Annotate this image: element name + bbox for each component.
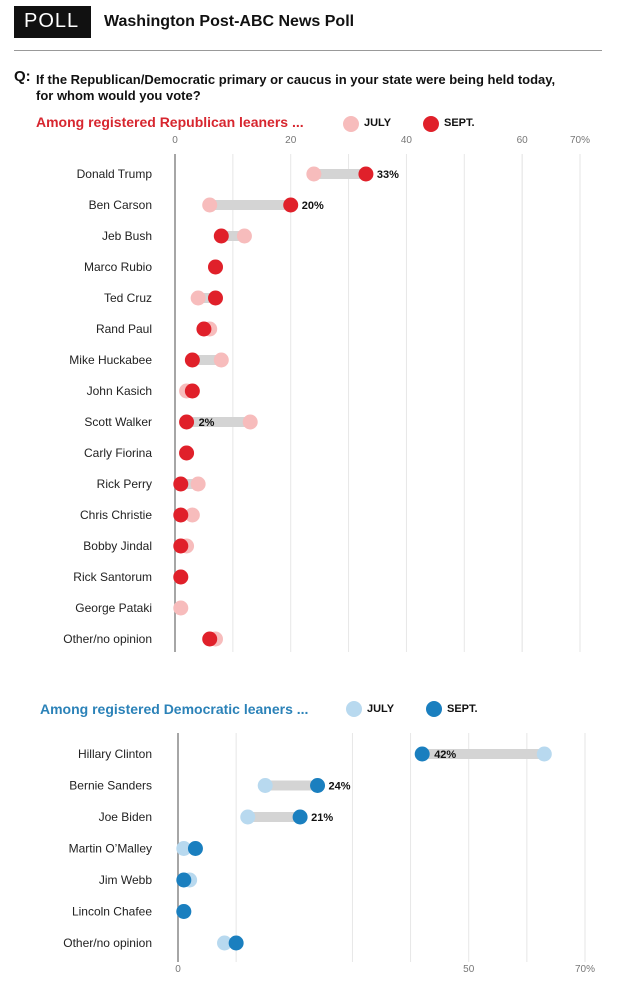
dem-july-dot <box>536 746 552 762</box>
rep-row-label: Rick Perry <box>97 477 152 491</box>
dem-row-label: Jim Webb <box>99 873 152 887</box>
dem-sept-dot <box>414 746 430 762</box>
rep-row-label: Marco Rubio <box>84 260 152 274</box>
rep-tick-label: 40 <box>401 135 413 146</box>
rep-july-dot <box>242 414 258 430</box>
poll-header: POLL Washington Post-ABC News Poll <box>14 6 602 46</box>
rep-sept-dot <box>173 476 189 492</box>
header-divider <box>14 50 602 51</box>
dem-row-label: Lincoln Chafee <box>72 905 152 919</box>
dem-sept-dot <box>310 778 326 793</box>
rep-value-label: 33% <box>377 169 399 181</box>
dem-july-dot <box>176 841 192 856</box>
dem-value-label: 42% <box>434 749 456 761</box>
dem-legend-july-dot <box>346 701 362 717</box>
rep-sept-dot <box>179 445 195 461</box>
dem-sept-dot <box>176 904 192 919</box>
rep-july-dot <box>213 352 229 368</box>
rep-sept-dot <box>184 352 200 368</box>
rep-sept-dot <box>283 197 299 213</box>
dem-row-label: Bernie Sanders <box>69 779 152 793</box>
rep-legend-july-label: JULY <box>364 117 392 129</box>
rep-sept-dot <box>173 507 189 523</box>
dem-july-dot <box>217 935 233 951</box>
dem-sept-dot <box>292 809 308 825</box>
poll-badge: POLL <box>14 6 92 38</box>
rep-row-label: Chris Christie <box>80 508 152 522</box>
dem-legend-sept-label: SEPT. <box>447 703 478 715</box>
rep-sept-dot <box>179 414 195 430</box>
rep-july-dot <box>202 197 218 213</box>
dem-tick-label: 0 <box>175 964 181 975</box>
rep-row-label: Bobby Jindal <box>83 539 152 553</box>
rep-july-dot <box>236 228 252 244</box>
dem-sept-dot <box>176 872 192 888</box>
rep-row-label: Mike Huckabee <box>69 353 152 367</box>
dem-row-label: Hillary Clinton <box>78 747 152 761</box>
dem-sept-dot <box>187 841 203 856</box>
rep-sept-dot <box>184 383 200 399</box>
rep-sept-dot <box>173 569 189 585</box>
dem-legend-july-label: JULY <box>367 703 395 715</box>
poll-title: Washington Post-ABC News Poll <box>104 13 355 30</box>
dem-legend-sept-dot <box>426 701 442 717</box>
rep-tick-label: 20 <box>285 135 297 146</box>
dem-value-label: 24% <box>329 781 351 793</box>
rep-sept-dot <box>208 290 223 306</box>
rep-legend-sept-dot <box>423 116 439 132</box>
dem-tick-label: 70% <box>575 964 595 975</box>
dem-row-label: Martin O’Malley <box>69 842 152 856</box>
rep-row-label: John Kasich <box>87 384 152 398</box>
rep-section-title: Among registered Republican leaners ... <box>36 114 304 130</box>
rep-tick-label: 70% <box>570 135 590 146</box>
dem-row-label: Other/no opinion <box>63 936 152 950</box>
rep-value-label: 20% <box>302 200 324 212</box>
rep-row-label: Ben Carson <box>89 198 152 212</box>
dem-tick-label: 50 <box>463 964 475 975</box>
rep-sept-dot <box>202 631 218 647</box>
rep-july-dot <box>306 166 322 182</box>
rep-legend-july-dot <box>343 116 359 132</box>
rep-july-dot <box>190 476 206 492</box>
dem-value-label: 21% <box>311 812 333 824</box>
rep-row-label: Jeb Bush <box>102 229 152 243</box>
rep-tick-label: 60 <box>517 135 529 146</box>
rep-july-dot <box>190 290 206 306</box>
rep-row-label: Donald Trump <box>77 167 153 181</box>
rep-row-label: Rand Paul <box>96 322 152 336</box>
rep-july-dot <box>173 600 189 616</box>
question-text: If the Republican/Democratic primary or … <box>36 72 556 103</box>
rep-row-label: Carly Fiorina <box>84 446 152 460</box>
rep-row-label: Ted Cruz <box>104 291 152 305</box>
rep-value-label: 2% <box>199 417 215 429</box>
rep-legend-sept-label: SEPT. <box>444 117 475 129</box>
dem-july-dot <box>240 809 256 825</box>
rep-row-label: George Pataki <box>75 601 152 615</box>
rep-row-label: Scott Walker <box>84 415 152 429</box>
rep-tick-label: 0 <box>172 135 178 146</box>
dem-sept-dot <box>228 935 244 951</box>
rep-sept-dot <box>358 166 374 182</box>
rep-row-label: Other/no opinion <box>63 632 152 646</box>
rep-sept-dot <box>196 321 212 337</box>
question-mark-label: Q: <box>14 68 31 85</box>
dem-july-dot <box>257 778 273 793</box>
rep-sept-dot <box>213 228 229 244</box>
dem-row-label: Joe Biden <box>99 810 152 824</box>
rep-sept-dot <box>173 538 189 554</box>
rep-sept-dot <box>208 259 223 275</box>
rep-row-label: Rick Santorum <box>73 570 152 584</box>
rep-july-dot <box>184 507 200 523</box>
dem-section-title: Among registered Democratic leaners ... <box>40 701 309 717</box>
